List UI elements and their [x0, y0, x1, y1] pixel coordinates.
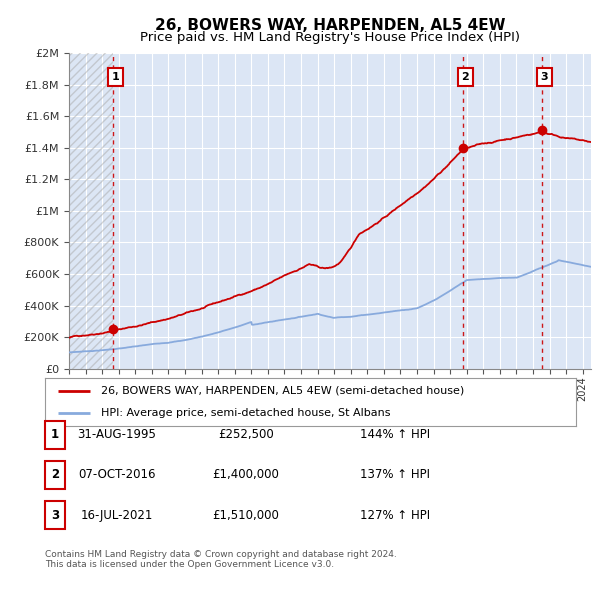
Text: Price paid vs. HM Land Registry's House Price Index (HPI): Price paid vs. HM Land Registry's House … — [140, 31, 520, 44]
Text: 1: 1 — [112, 72, 119, 82]
Text: 1: 1 — [51, 428, 59, 441]
Text: 07-OCT-2016: 07-OCT-2016 — [78, 468, 156, 481]
Text: 26, BOWERS WAY, HARPENDEN, AL5 4EW: 26, BOWERS WAY, HARPENDEN, AL5 4EW — [155, 18, 505, 32]
Text: 144% ↑ HPI: 144% ↑ HPI — [360, 428, 430, 441]
Text: Contains HM Land Registry data © Crown copyright and database right 2024.
This d: Contains HM Land Registry data © Crown c… — [45, 550, 397, 569]
Text: 16-JUL-2021: 16-JUL-2021 — [81, 509, 153, 522]
Text: 2: 2 — [51, 468, 59, 481]
Text: £1,400,000: £1,400,000 — [212, 468, 280, 481]
Text: 127% ↑ HPI: 127% ↑ HPI — [360, 509, 430, 522]
Text: 3: 3 — [541, 72, 548, 82]
Text: £1,510,000: £1,510,000 — [212, 509, 280, 522]
Text: £252,500: £252,500 — [218, 428, 274, 441]
Text: 3: 3 — [51, 509, 59, 522]
Text: 137% ↑ HPI: 137% ↑ HPI — [360, 468, 430, 481]
Text: 26, BOWERS WAY, HARPENDEN, AL5 4EW (semi-detached house): 26, BOWERS WAY, HARPENDEN, AL5 4EW (semi… — [101, 386, 464, 396]
Text: 2: 2 — [461, 72, 469, 82]
Text: 31-AUG-1995: 31-AUG-1995 — [77, 428, 157, 441]
Text: HPI: Average price, semi-detached house, St Albans: HPI: Average price, semi-detached house,… — [101, 408, 390, 418]
